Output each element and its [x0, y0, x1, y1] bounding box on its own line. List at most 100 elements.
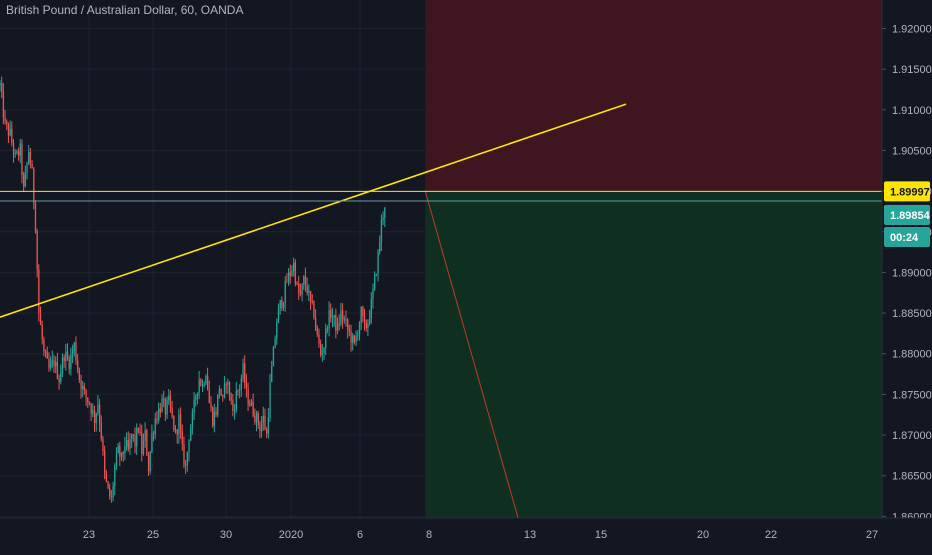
candle — [348, 324, 351, 337]
time-axis-background — [0, 518, 932, 550]
candle-body — [164, 399, 167, 415]
candle — [235, 382, 237, 413]
candle-body — [63, 357, 65, 361]
candle — [63, 354, 65, 368]
price-tick-label: 1.89000 — [892, 267, 932, 279]
candle — [115, 447, 118, 471]
candle-body — [304, 276, 307, 286]
candle-body — [179, 414, 182, 431]
candle — [375, 273, 378, 277]
candle — [321, 344, 324, 362]
candle-body — [375, 274, 378, 276]
candle — [260, 415, 263, 438]
trendline — [0, 103, 627, 318]
candle — [127, 431, 129, 452]
candle-body — [235, 390, 237, 410]
candle-body — [146, 430, 148, 456]
candle — [212, 406, 214, 428]
candle — [136, 423, 138, 455]
candle-body — [68, 357, 70, 370]
candle-body — [338, 323, 340, 325]
candle-body — [60, 372, 62, 382]
candle — [357, 330, 359, 341]
candle-body — [255, 412, 258, 422]
candle — [365, 319, 367, 332]
candle-body — [158, 408, 160, 421]
candle — [183, 436, 185, 469]
candle-body — [132, 434, 135, 436]
candle-body — [311, 301, 313, 303]
candle — [320, 339, 322, 358]
candle — [12, 139, 15, 163]
candle-body — [107, 481, 109, 489]
candle — [80, 374, 82, 399]
candle — [272, 345, 275, 367]
candle — [65, 343, 67, 371]
candle — [100, 415, 102, 442]
candle — [362, 305, 364, 323]
candle-body — [355, 336, 357, 342]
candle-body — [190, 428, 192, 441]
candle-body — [353, 335, 356, 342]
candle — [146, 428, 148, 457]
candle-body — [308, 290, 310, 293]
candle — [355, 330, 357, 347]
candle — [336, 317, 339, 335]
candle — [60, 364, 62, 385]
candle — [335, 308, 337, 339]
candle — [352, 332, 354, 351]
candle-body — [171, 407, 173, 416]
time-tick-label: 6 — [357, 529, 363, 541]
candle-body — [183, 444, 185, 465]
candle — [279, 299, 281, 315]
candle-body — [149, 451, 151, 472]
candle-body — [191, 412, 194, 429]
candle — [33, 167, 35, 210]
candle — [58, 374, 60, 390]
candle-body — [137, 428, 140, 432]
candle-body — [83, 386, 86, 391]
candle-body — [176, 429, 178, 435]
candle — [112, 481, 114, 502]
candle-body — [313, 301, 315, 318]
candle — [249, 399, 251, 407]
price-tick-label: 1.91000 — [892, 105, 932, 117]
candle — [1, 76, 3, 99]
candle — [368, 309, 371, 326]
candle-body — [276, 323, 278, 340]
candle — [169, 390, 172, 413]
candle-body — [120, 452, 123, 457]
candle — [333, 314, 335, 327]
candle — [82, 380, 84, 398]
candle — [176, 428, 178, 444]
candle — [61, 353, 64, 377]
candle — [21, 139, 23, 184]
candle — [129, 433, 131, 455]
time-tick-label: 20 — [697, 529, 709, 541]
candle — [163, 390, 165, 408]
candle-body — [279, 299, 281, 309]
candle — [159, 402, 162, 418]
candle-body — [154, 418, 156, 434]
candle — [363, 308, 366, 331]
candle — [276, 318, 278, 345]
candle — [326, 325, 329, 334]
candle — [384, 207, 386, 228]
candle-body — [357, 335, 359, 337]
candle-body — [269, 381, 271, 418]
candle-body — [370, 299, 372, 319]
candle-body — [19, 143, 21, 156]
candle-body — [200, 379, 202, 386]
candle-body — [151, 433, 153, 452]
candle — [114, 463, 116, 496]
price-tick-label: 1.92000 — [892, 23, 932, 35]
candle-body — [78, 369, 81, 380]
candle-body — [136, 428, 138, 447]
horizontal-line-label: 1.89997 — [884, 181, 930, 202]
time-tick-label: 8 — [426, 529, 432, 541]
candle — [311, 293, 313, 305]
take-profit-zone — [425, 191, 882, 519]
candle — [304, 267, 307, 292]
